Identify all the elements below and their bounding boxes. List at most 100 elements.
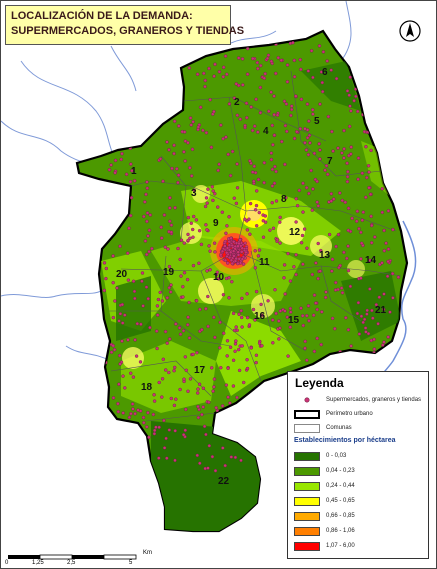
establishment-point — [348, 75, 352, 79]
density-class-row: 0,04 - 0,23 — [294, 465, 355, 477]
establishment-point — [188, 377, 193, 381]
establishment-point — [234, 201, 239, 206]
establishment-point — [189, 123, 193, 127]
establishment-point — [364, 144, 368, 149]
river — [340, 1, 352, 62]
establishment-point — [205, 269, 209, 273]
establishment-point — [252, 124, 257, 128]
establishment-point — [292, 75, 297, 79]
establishment-point — [225, 339, 230, 343]
density-zone — [310, 235, 332, 257]
establishment-point — [307, 133, 312, 138]
establishment-point — [124, 172, 129, 177]
establishment-point — [182, 241, 187, 245]
establishment-point — [221, 75, 226, 79]
establishment-point — [349, 109, 353, 113]
establishment-point — [355, 219, 359, 223]
establishment-point — [164, 436, 168, 441]
establishment-point — [301, 314, 305, 318]
establishment-point — [206, 466, 210, 470]
establishment-point — [356, 109, 360, 114]
river — [110, 45, 137, 92]
establishment-point — [102, 261, 107, 265]
establishment-point — [372, 347, 377, 351]
establishment-point — [367, 170, 371, 174]
comuna-label: 13 — [319, 250, 331, 261]
establishment-point — [357, 226, 361, 231]
establishment-point — [191, 352, 195, 357]
establishment-point — [185, 323, 190, 327]
establishment-point — [135, 322, 140, 326]
establishment-point — [146, 411, 150, 415]
establishment-point — [196, 387, 200, 391]
establishment-point — [240, 325, 244, 329]
establishment-point — [257, 248, 262, 252]
establishment-point — [109, 350, 114, 354]
establishment-point — [306, 69, 310, 73]
density-class-row: 0,45 - 0,65 — [294, 495, 355, 507]
establishment-point — [321, 50, 326, 54]
establishment-point — [199, 242, 204, 247]
establishment-point — [270, 167, 275, 172]
establishment-point — [126, 278, 131, 282]
establishment-point — [178, 332, 183, 336]
establishment-point — [115, 286, 119, 290]
establishment-point — [160, 395, 164, 399]
establishment-point — [140, 279, 144, 283]
establishment-point — [382, 228, 386, 233]
scale-unit: Km — [143, 550, 152, 556]
establishment-point — [251, 307, 256, 312]
establishment-point — [318, 148, 322, 152]
establishment-point — [369, 338, 373, 343]
establishment-point — [260, 344, 264, 348]
establishment-point — [183, 139, 188, 143]
comuna-label: 21 — [375, 305, 387, 316]
comuna-label: 17 — [194, 365, 206, 376]
establishment-point — [299, 240, 304, 245]
establishment-point — [349, 344, 353, 348]
establishment-point — [263, 214, 267, 218]
establishment-point — [253, 208, 258, 212]
establishment-point — [121, 411, 125, 415]
establishment-point — [168, 219, 172, 224]
establishment-point — [224, 383, 229, 387]
establishment-point — [359, 257, 363, 261]
establishment-point — [305, 314, 309, 318]
title-line-1: LOCALIZACIÓN DE LA DEMANDA: — [11, 10, 193, 22]
establishment-point — [228, 250, 233, 255]
establishment-point — [143, 239, 148, 243]
establishment-point — [208, 97, 212, 102]
establishment-point — [113, 171, 117, 175]
establishment-point — [197, 261, 201, 265]
establishment-point — [265, 56, 270, 61]
establishment-point — [285, 129, 289, 134]
establishment-point — [230, 280, 234, 284]
comuna-label: 22 — [218, 476, 230, 487]
establishment-point — [146, 297, 150, 301]
establishment-point — [138, 360, 143, 364]
establishment-point — [381, 343, 385, 347]
establishment-point — [365, 175, 369, 180]
establishment-point — [286, 354, 290, 358]
establishment-point — [338, 263, 342, 268]
establishment-point — [208, 268, 212, 272]
establishment-point — [334, 280, 338, 285]
establishment-point — [245, 366, 250, 371]
establishment-point — [185, 277, 190, 282]
establishment-point — [292, 58, 296, 63]
establishment-point — [216, 277, 221, 281]
establishment-point — [210, 185, 215, 189]
establishment-point — [312, 293, 317, 297]
legend-comunas-row: Comunas — [294, 422, 352, 434]
establishment-point — [215, 205, 220, 209]
establishment-point — [386, 209, 391, 213]
establishment-point — [227, 296, 231, 300]
establishment-point — [223, 258, 228, 263]
establishment-point — [119, 157, 123, 162]
establishment-point — [360, 241, 364, 246]
establishment-point — [386, 335, 390, 339]
density-zone — [180, 222, 202, 244]
establishment-point — [229, 236, 233, 241]
establishment-point — [380, 210, 384, 215]
establishment-point — [364, 195, 368, 200]
